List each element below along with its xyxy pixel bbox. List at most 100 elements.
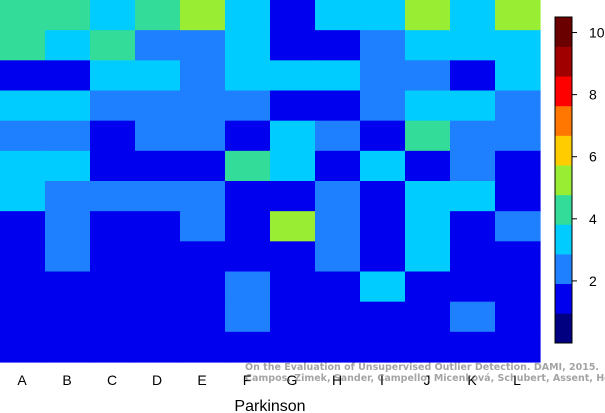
heatmap-cell-A-11: [0, 301, 46, 333]
x-tick-label-D: D: [152, 372, 162, 388]
x-axis-tick-labels: A B C D E F G H I J K L: [17, 372, 521, 388]
x-axis-label: Parkinson: [234, 398, 305, 413]
heatmap-cell-E-9: [180, 241, 226, 273]
heatmap-cell-G-7: [270, 181, 316, 212]
heatmap-cell-L-12: [495, 331, 541, 363]
heatmap-cell-F-9: [225, 241, 271, 273]
heatmap-cell-J-6: [405, 150, 451, 182]
colorbar-segment-3: [555, 254, 572, 285]
colorbar-segment-6: [555, 165, 572, 196]
heatmap-cell-D-1: [135, 0, 181, 31]
heatmap-cell-H-9: [315, 241, 361, 273]
heatmap-cell-B-3: [45, 60, 91, 92]
heatmap-cell-F-2: [225, 30, 271, 61]
heatmap-cell-B-6: [45, 150, 91, 182]
colorbar-segment-1: [555, 313, 572, 344]
heatmap-cell-A-1: [0, 0, 46, 31]
heatmap-cell-H-7: [315, 181, 361, 212]
heatmap-cell-L-6: [495, 150, 541, 182]
heatmap-cell-D-6: [135, 150, 181, 182]
heatmap-cell-F-8: [225, 211, 271, 242]
heatmap-cell-E-11: [180, 301, 226, 333]
colorbar-segment-4: [555, 224, 572, 255]
heatmap-cell-K-12: [450, 331, 496, 363]
heatmap-cell-E-6: [180, 150, 226, 182]
heatmap-cell-A-3: [0, 60, 46, 92]
heatmap-cell-B-8: [45, 211, 91, 242]
heatmap-cell-B-7: [45, 181, 91, 212]
heatmap-cell-I-6: [360, 150, 406, 182]
heatmap-cell-H-3: [315, 60, 361, 92]
heatmap-cell-H-2: [315, 30, 361, 61]
heatmap-cell-G-3: [270, 60, 316, 92]
heatmap-cell-E-1: [180, 0, 226, 31]
heatmap-cell-G-5: [270, 120, 316, 152]
heatmap-cell-I-8: [360, 211, 406, 242]
heatmap-cell-F-7: [225, 181, 271, 212]
heatmap-cell-C-3: [90, 60, 136, 92]
credit-line-1: On the Evaluation of Unsupervised Outlie…: [245, 362, 600, 373]
heatmap-cell-K-2: [450, 30, 496, 61]
heatmap-cell-A-6: [0, 150, 46, 182]
heatmap-cell-E-4: [180, 90, 226, 122]
heatmap-cell-D-4: [135, 90, 181, 122]
heatmap-cell-F-4: [225, 90, 271, 122]
heatmap-cell-F-5: [225, 120, 271, 152]
heatmap-cell-H-8: [315, 211, 361, 242]
heatmap-cell-L-10: [495, 271, 541, 303]
x-tick-label-J: J: [424, 372, 431, 388]
heatmap-cell-E-2: [180, 30, 226, 61]
heatmap-cell-A-10: [0, 271, 46, 303]
heatmap-cell-C-10: [90, 271, 136, 303]
colorbar-segment-2: [555, 283, 572, 314]
x-tick-label-H: H: [332, 372, 342, 388]
heatmap-cell-I-12: [360, 331, 406, 363]
heatmap-cells: [0, 0, 541, 363]
heatmap-cell-J-2: [405, 30, 451, 61]
heatmap-cell-J-10: [405, 271, 451, 303]
colorbar-frame: [554, 16, 573, 344]
heatmap-cell-D-11: [135, 301, 181, 333]
heatmap-cell-A-9: [0, 241, 46, 273]
heatmap-cell-I-3: [360, 60, 406, 92]
heatmap-cell-G-4: [270, 90, 316, 122]
heatmap-cell-J-1: [405, 0, 451, 31]
heatmap-cell-F-10: [225, 271, 271, 303]
heatmap-cell-K-4: [450, 90, 496, 122]
heatmap-cell-D-7: [135, 181, 181, 212]
heatmap-cell-B-2: [45, 30, 91, 61]
colorbar-tick-label-10: 10: [589, 25, 605, 41]
heatmap-cell-D-8: [135, 211, 181, 242]
heatmap-cell-L-2: [495, 30, 541, 61]
heatmap-cell-H-10: [315, 271, 361, 303]
heatmap-cell-G-2: [270, 30, 316, 61]
heatmap-cell-C-5: [90, 120, 136, 152]
heatmap-cell-B-11: [45, 301, 91, 333]
colorbar-segment-8: [555, 105, 572, 136]
heatmap-cell-H-1: [315, 0, 361, 31]
x-tick-label-L: L: [513, 372, 521, 388]
heatmap-cell-L-11: [495, 301, 541, 333]
heatmap-cell-I-7: [360, 181, 406, 212]
heatmap-cell-J-5: [405, 120, 451, 152]
heatmap-cell-J-11: [405, 301, 451, 333]
heatmap-cell-J-3: [405, 60, 451, 92]
heatmap-cell-C-4: [90, 90, 136, 122]
heatmap-cell-H-11: [315, 301, 361, 333]
heatmap-cell-F-3: [225, 60, 271, 92]
heatmap-cell-B-10: [45, 271, 91, 303]
heatmap-cell-L-4: [495, 90, 541, 122]
heatmap-cell-F-11: [225, 301, 271, 333]
colorbar-tick-label-4: 4: [589, 211, 597, 227]
x-tick-label-I: I: [380, 372, 384, 388]
heatmap-cell-C-2: [90, 30, 136, 61]
heatmap-cell-K-1: [450, 0, 496, 31]
heatmap-cell-K-8: [450, 211, 496, 242]
heatmap-cell-L-8: [495, 211, 541, 242]
heatmap-cell-E-12: [180, 331, 226, 363]
heatmap-cell-A-12: [0, 331, 46, 363]
heatmap-cell-I-2: [360, 30, 406, 61]
heatmap-cell-G-8: [270, 211, 316, 242]
heatmap-cell-C-1: [90, 0, 136, 31]
heatmap-cell-L-3: [495, 60, 541, 92]
